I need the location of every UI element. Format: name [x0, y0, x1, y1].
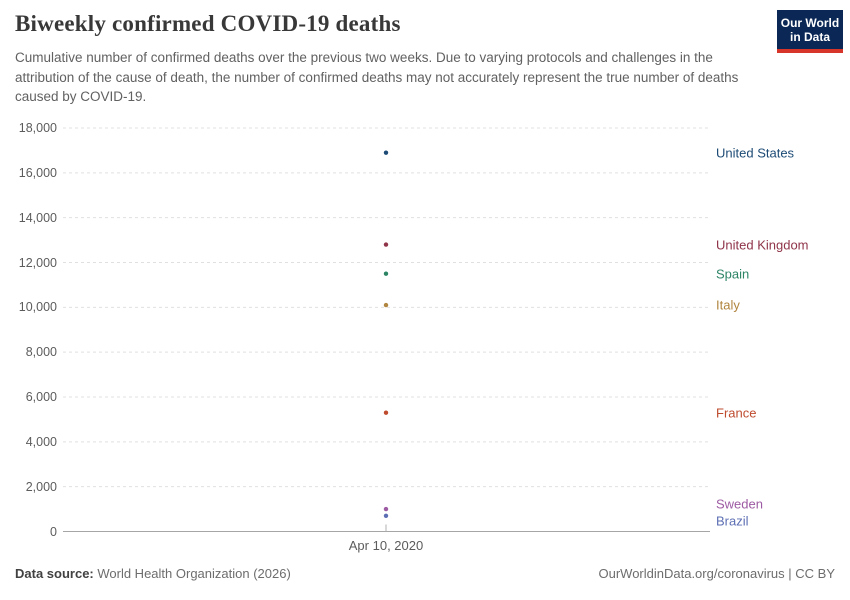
- series-label-brazil[interactable]: Brazil: [716, 513, 749, 529]
- credit-line[interactable]: OurWorldinData.org/coronavirus | CC BY: [598, 566, 835, 581]
- y-axis-tick-label: 10,000: [18, 300, 57, 315]
- y-axis-tick-label: 8,000: [25, 345, 57, 360]
- y-axis-tick-label: 14,000: [18, 210, 57, 225]
- y-axis-tick-label: 2,000: [25, 479, 57, 494]
- data-point-brazil[interactable]: [383, 513, 389, 519]
- data-point-spain[interactable]: [383, 271, 389, 276]
- chart-title: Biweekly confirmed COVID-19 deaths: [15, 11, 401, 36]
- data-point-italy[interactable]: [383, 302, 389, 308]
- y-axis-tick-label: 4,000: [25, 434, 57, 449]
- y-axis-tick-label: 18,000: [18, 121, 57, 135]
- data-source-text: World Health Organization (2026): [93, 566, 291, 581]
- data-point-sweden[interactable]: [383, 506, 389, 512]
- y-axis-tick-label: 16,000: [18, 165, 57, 180]
- chart-subtitle: Cumulative number of confirmed deaths ov…: [15, 50, 739, 104]
- x-axis-tick-label: Apr 10, 2020: [348, 538, 424, 553]
- series-label-sweden[interactable]: Sweden: [716, 496, 763, 512]
- data-point-united-states[interactable]: [383, 150, 389, 155]
- series-label-united-kingdom[interactable]: United Kingdom: [716, 237, 809, 253]
- y-axis-tick-label: 0: [50, 524, 57, 539]
- y-axis-tick-label: 12,000: [18, 255, 57, 270]
- owid-logo-line2: in Data: [789, 29, 830, 44]
- chart-footer: Data source: World Health Organization (…: [15, 566, 835, 581]
- y-axis-tick-label: 6,000: [25, 390, 57, 404]
- data-source: Data source: World Health Organization (…: [15, 566, 291, 581]
- data-point-united-kingdom[interactable]: [383, 242, 389, 247]
- series-label-spain[interactable]: Spain: [716, 266, 750, 282]
- data-point-france[interactable]: [383, 410, 389, 415]
- series-label-italy[interactable]: Italy: [716, 297, 740, 313]
- owid-logo[interactable]: Our World in Data: [777, 10, 843, 53]
- series-label-united-states[interactable]: United States: [716, 145, 795, 161]
- series-label-france[interactable]: France: [716, 405, 757, 421]
- owid-logo-line1: Our World: [780, 15, 840, 30]
- data-source-label: Data source:: [15, 566, 94, 581]
